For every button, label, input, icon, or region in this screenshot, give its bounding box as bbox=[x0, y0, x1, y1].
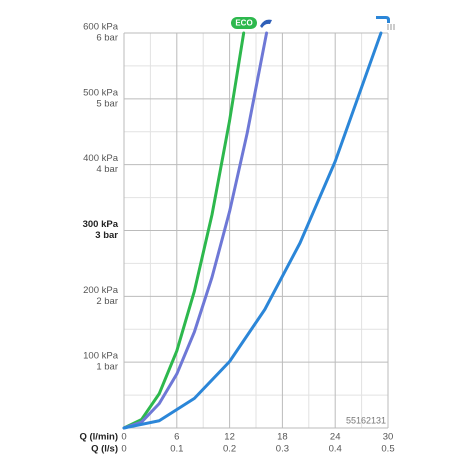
eco-badge bbox=[231, 17, 257, 29]
series-line bbox=[122, 31, 383, 430]
x2-tick-label: 0.2 bbox=[223, 444, 236, 455]
y-tick-bar-label: 3 bar bbox=[95, 230, 118, 241]
x-tick-label: 30 bbox=[383, 432, 394, 443]
x-tick-label: 24 bbox=[330, 432, 341, 443]
shower-icon bbox=[376, 16, 390, 23]
shower-icon bbox=[260, 19, 272, 28]
x2-tick-label: 0.3 bbox=[276, 444, 289, 455]
y-tick-bar-label: 5 bar bbox=[96, 98, 118, 109]
x-tick-label: 18 bbox=[277, 432, 288, 443]
y-tick-bar-label: 1 bar bbox=[96, 362, 118, 373]
x2-tick-label: 0.4 bbox=[329, 444, 342, 455]
product-code: 55162131 bbox=[346, 415, 386, 425]
y-tick-label: 500 kPa bbox=[83, 87, 119, 98]
x-axis-label: Q (l/min) bbox=[79, 432, 118, 443]
x2-axis-label: Q (l/s) bbox=[91, 444, 118, 455]
y-tick-bar-label: 4 bar bbox=[96, 164, 118, 175]
y-tick-label: 400 kPa bbox=[83, 153, 119, 164]
x-tick-label: 0 bbox=[121, 432, 126, 443]
series-line bbox=[122, 31, 269, 430]
y-tick-label: 200 kPa bbox=[83, 285, 119, 296]
x-tick-label: 12 bbox=[224, 432, 235, 443]
y-tick-label: 100 kPa bbox=[83, 351, 119, 362]
y-tick-label: 300 kPa bbox=[83, 219, 119, 230]
lines bbox=[122, 31, 383, 430]
y-tick-label: 600 kPa bbox=[83, 22, 119, 33]
x-tick-label: 6 bbox=[174, 432, 179, 443]
x2-tick-label: 0 bbox=[121, 444, 126, 455]
y-tick-bar-label: 6 bar bbox=[96, 33, 118, 44]
series-line bbox=[122, 31, 246, 430]
x2-tick-label: 0.5 bbox=[381, 444, 394, 455]
x2-tick-label: 0.1 bbox=[170, 444, 183, 455]
y-tick-bar-label: 2 bar bbox=[96, 296, 118, 307]
eco-label: ECO bbox=[235, 19, 252, 28]
